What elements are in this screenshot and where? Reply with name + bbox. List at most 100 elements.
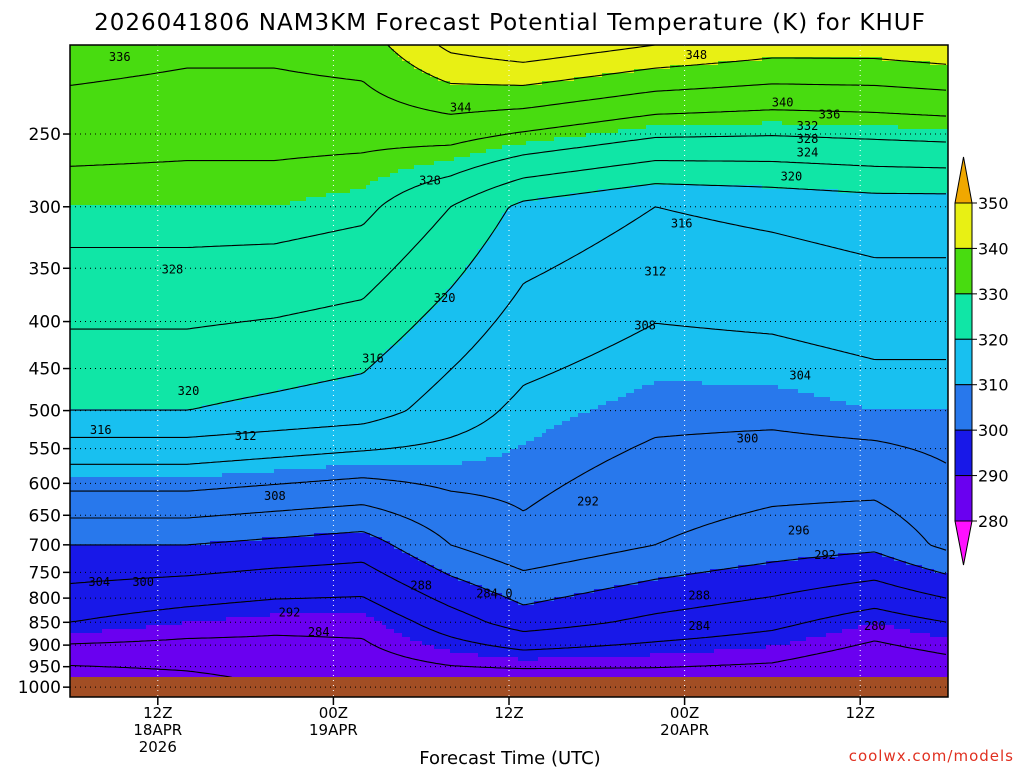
theta-cell — [118, 177, 123, 182]
theta-cell — [146, 369, 151, 374]
theta-cell — [178, 85, 183, 90]
theta-cell — [166, 201, 171, 206]
theta-cell — [158, 137, 163, 142]
theta-cell — [150, 361, 155, 366]
theta-cell — [82, 469, 87, 474]
theta-cell — [174, 665, 179, 670]
theta-cell — [154, 617, 159, 622]
theta-cell — [130, 153, 135, 158]
theta-cell — [90, 341, 95, 346]
theta-cell — [114, 49, 119, 54]
theta-cell — [158, 201, 163, 206]
theta-cell — [82, 341, 87, 346]
theta-cell — [134, 177, 139, 182]
theta-cell — [182, 585, 187, 590]
theta-cell — [190, 73, 195, 78]
theta-cell — [106, 405, 111, 410]
theta-cell — [130, 261, 135, 266]
theta-cell — [106, 357, 111, 362]
theta-cell — [182, 117, 187, 122]
theta-cell — [174, 529, 179, 534]
theta-cell — [186, 69, 191, 74]
theta-cell — [86, 169, 91, 174]
theta-cell — [94, 385, 99, 390]
theta-cell — [130, 465, 135, 470]
theta-cell — [90, 557, 95, 562]
theta-cell — [78, 57, 83, 62]
theta-cell — [118, 249, 123, 254]
theta-cell — [170, 569, 175, 574]
theta-cell — [82, 473, 87, 478]
theta-cell — [94, 281, 99, 286]
theta-cell — [142, 193, 147, 198]
theta-cell — [166, 497, 171, 502]
theta-cell — [110, 161, 115, 166]
theta-cell — [94, 417, 99, 422]
theta-cell — [190, 321, 195, 326]
theta-cell — [130, 605, 135, 610]
theta-cell — [146, 161, 151, 166]
theta-cell — [122, 373, 127, 378]
theta-cell — [134, 513, 139, 518]
theta-cell — [78, 153, 83, 158]
theta-cell — [138, 649, 143, 654]
theta-cell — [146, 309, 151, 314]
theta-cell — [86, 541, 91, 546]
theta-cell — [118, 673, 123, 678]
theta-cell — [158, 613, 163, 618]
theta-cell — [186, 625, 191, 630]
theta-cell — [110, 193, 115, 198]
theta-cell — [138, 669, 143, 674]
theta-cell — [102, 381, 107, 386]
theta-cell — [174, 405, 179, 410]
theta-cell — [158, 673, 163, 678]
theta-cell — [98, 625, 103, 630]
theta-cell — [86, 317, 91, 322]
theta-cell — [78, 261, 83, 266]
theta-cell — [74, 477, 79, 482]
theta-cell — [162, 177, 167, 182]
theta-cell — [90, 401, 95, 406]
theta-cell — [162, 201, 167, 206]
theta-cell — [94, 445, 99, 450]
theta-cell — [154, 113, 159, 118]
theta-cell — [114, 229, 119, 234]
theta-cell — [162, 69, 167, 74]
theta-cell — [126, 457, 131, 462]
theta-cell — [154, 397, 159, 402]
theta-cell — [170, 285, 175, 290]
theta-cell — [170, 65, 175, 70]
theta-cell — [78, 205, 83, 210]
theta-cell — [106, 605, 111, 610]
theta-cell — [98, 665, 103, 670]
theta-cell — [98, 589, 103, 594]
theta-cell — [154, 433, 159, 438]
theta-cell — [170, 581, 175, 586]
theta-cell — [90, 501, 95, 506]
theta-cell — [138, 665, 143, 670]
theta-cell — [82, 329, 87, 334]
theta-cell — [130, 613, 135, 618]
theta-cell — [110, 97, 115, 102]
theta-cell — [130, 541, 135, 546]
theta-cell — [138, 177, 143, 182]
theta-cell — [142, 417, 147, 422]
theta-cell — [170, 421, 175, 426]
theta-cell — [122, 633, 127, 638]
theta-cell — [174, 153, 179, 158]
theta-cell — [82, 537, 87, 542]
theta-cell — [86, 97, 91, 102]
theta-cell — [138, 189, 143, 194]
theta-cell — [162, 361, 167, 366]
theta-cell — [134, 425, 139, 430]
theta-cell — [82, 233, 87, 238]
theta-cell — [162, 297, 167, 302]
theta-cell — [90, 277, 95, 282]
theta-cell — [82, 573, 87, 578]
theta-cell — [142, 513, 147, 518]
theta-cell — [102, 241, 107, 246]
theta-cell — [86, 581, 91, 586]
theta-cell — [170, 305, 175, 310]
theta-cell — [86, 445, 91, 450]
theta-cell — [130, 345, 135, 350]
